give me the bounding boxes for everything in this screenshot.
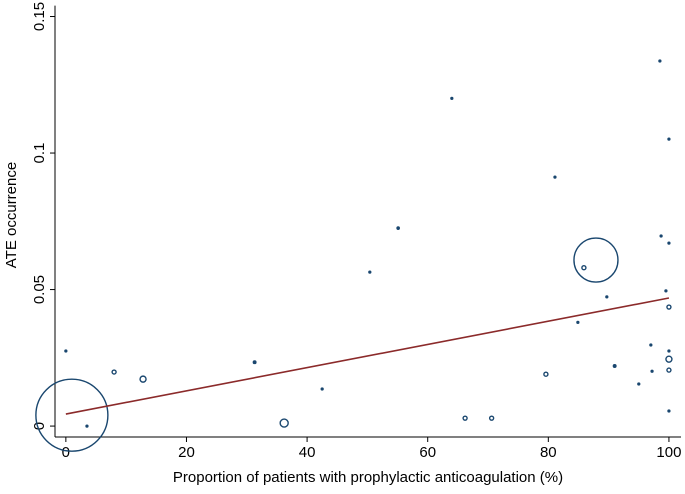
point bbox=[139, 375, 147, 383]
point bbox=[667, 137, 671, 141]
x-tick-label: 100 bbox=[656, 444, 681, 461]
point bbox=[581, 265, 587, 271]
point bbox=[659, 234, 663, 238]
point bbox=[252, 360, 257, 365]
point bbox=[665, 355, 673, 363]
x-axis-title: Proportion of patients with prophylactic… bbox=[173, 469, 563, 486]
point bbox=[462, 415, 468, 421]
point bbox=[667, 349, 671, 353]
point bbox=[658, 59, 662, 63]
point bbox=[320, 387, 324, 391]
point bbox=[573, 237, 619, 283]
x-tick-label: 0 bbox=[62, 444, 70, 461]
x-tick-label: 80 bbox=[540, 444, 557, 461]
point bbox=[85, 424, 89, 428]
point bbox=[650, 369, 654, 373]
point bbox=[667, 241, 671, 245]
point bbox=[667, 409, 671, 413]
point bbox=[605, 295, 609, 299]
fit-line bbox=[65, 297, 670, 415]
point bbox=[664, 289, 668, 293]
point bbox=[637, 382, 641, 386]
point bbox=[279, 418, 289, 428]
point bbox=[488, 415, 495, 421]
point bbox=[649, 343, 653, 347]
point bbox=[553, 175, 557, 179]
y-tick-label: 0.1 bbox=[31, 143, 48, 164]
y-tick-label: 0 bbox=[31, 422, 48, 430]
point bbox=[543, 371, 549, 377]
y-tick-label: 0.15 bbox=[31, 2, 48, 31]
x-tick-label: 40 bbox=[299, 444, 316, 461]
point bbox=[111, 369, 117, 375]
point bbox=[576, 320, 580, 324]
point bbox=[666, 367, 672, 373]
point bbox=[612, 364, 617, 368]
point bbox=[64, 349, 68, 353]
point bbox=[35, 378, 109, 452]
x-tick-label: 60 bbox=[419, 444, 436, 461]
y-tick-label: 0.05 bbox=[31, 275, 48, 304]
point bbox=[666, 304, 672, 310]
y-axis-title: ATE occurrence bbox=[3, 162, 20, 268]
point bbox=[396, 226, 400, 230]
x-tick-label: 20 bbox=[178, 444, 195, 461]
point bbox=[450, 96, 454, 101]
point bbox=[368, 270, 372, 274]
